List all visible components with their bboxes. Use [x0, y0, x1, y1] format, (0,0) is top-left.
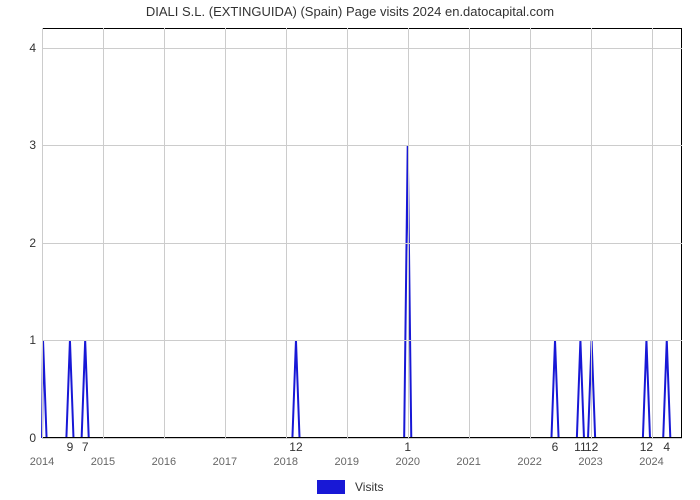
- spike-point-label: 7: [82, 440, 89, 454]
- chart-container: DIALI S.L. (EXTINGUIDA) (Spain) Page vis…: [0, 0, 700, 500]
- x-year-label: 2018: [274, 456, 298, 468]
- x-year-label: 2020: [395, 456, 419, 468]
- x-year-label: 2024: [639, 456, 663, 468]
- x-year-label: 2019: [335, 456, 359, 468]
- gridline-h: [42, 243, 682, 244]
- gridline-v: [164, 28, 165, 438]
- x-year-label: 2023: [578, 456, 602, 468]
- gridline-h: [42, 145, 682, 146]
- x-year-label: 2014: [30, 456, 54, 468]
- gridline-v: [530, 28, 531, 438]
- spike-point-label: 9: [67, 440, 74, 454]
- legend-swatch: [317, 480, 345, 494]
- y-tick-label: 4: [29, 41, 36, 55]
- gridline-v: [591, 28, 592, 438]
- spike-point-label: 6: [552, 440, 559, 454]
- spike-point-label: 4: [663, 440, 670, 454]
- y-tick-label: 1: [29, 333, 36, 347]
- spike-point-label: 1: [404, 440, 411, 454]
- spike-point-label: 12: [289, 440, 302, 454]
- x-year-label: 2021: [456, 456, 480, 468]
- chart-title: DIALI S.L. (EXTINGUIDA) (Spain) Page vis…: [0, 4, 700, 19]
- x-year-label: 2016: [152, 456, 176, 468]
- gridline-v: [286, 28, 287, 438]
- line-series: [42, 28, 682, 438]
- legend-label: Visits: [355, 480, 383, 494]
- y-tick-label: 3: [29, 138, 36, 152]
- gridline-v: [347, 28, 348, 438]
- gridline-v: [469, 28, 470, 438]
- x-year-label: 2017: [213, 456, 237, 468]
- legend: Visits: [0, 478, 700, 496]
- gridline-v: [225, 28, 226, 438]
- gridline-v: [652, 28, 653, 438]
- gridline-h: [42, 340, 682, 341]
- plot-area: 0123420142015201620172018201920202021202…: [42, 28, 682, 438]
- spike-point-label: 12: [585, 440, 598, 454]
- gridline-v: [42, 28, 43, 438]
- spike-point-label: 12: [640, 440, 653, 454]
- gridline-h: [42, 48, 682, 49]
- y-tick-label: 0: [29, 431, 36, 445]
- gridline-v: [103, 28, 104, 438]
- y-tick-label: 2: [29, 236, 36, 250]
- gridline-h: [42, 438, 682, 439]
- x-year-label: 2022: [517, 456, 541, 468]
- x-year-label: 2015: [91, 456, 115, 468]
- gridline-v: [408, 28, 409, 438]
